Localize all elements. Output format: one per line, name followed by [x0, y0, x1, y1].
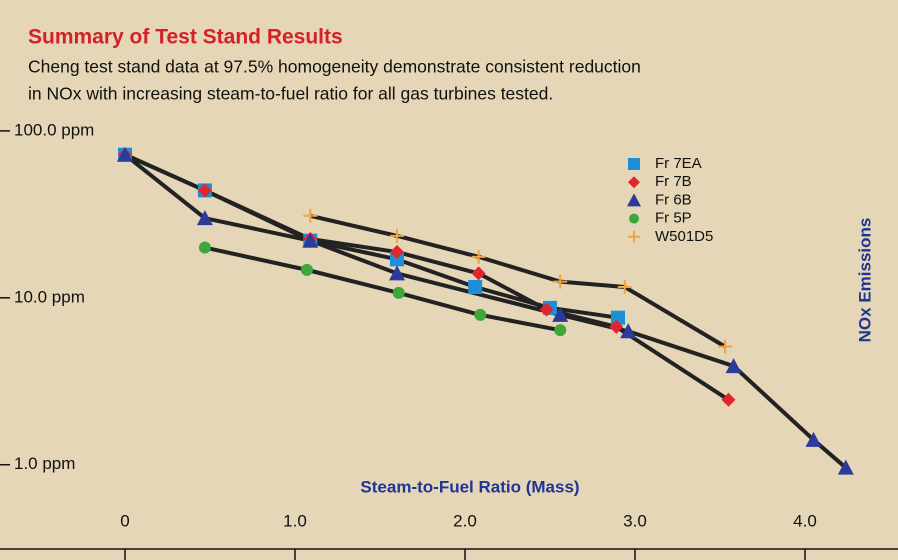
marker: [198, 241, 211, 254]
x-tick-label: 4.0: [793, 511, 817, 530]
x-tick-label: 1.0: [283, 511, 307, 530]
marker: [471, 249, 486, 264]
marker: [805, 431, 822, 447]
x-tick-label: 2.0: [453, 511, 477, 530]
legend-marker: [629, 213, 639, 224]
subtitle: Cheng test stand data at 97.5% homogenei…: [28, 57, 641, 77]
marker: [721, 392, 736, 407]
legend-label: Fr 6B: [655, 191, 692, 208]
x-tick-label: 0: [120, 511, 129, 530]
marker: [303, 208, 318, 223]
marker: [390, 245, 404, 260]
legend-marker: [628, 176, 640, 189]
series-line: [309, 213, 727, 349]
marker: [300, 263, 313, 276]
legend-marker: [628, 230, 640, 243]
y-tick-label: 1.0 ppm: [14, 454, 75, 473]
marker: [539, 302, 554, 317]
subtitle: in NOx with increasing steam-to-fuel rat…: [28, 84, 553, 104]
marker: [725, 358, 742, 374]
marker: [196, 210, 213, 226]
marker: [302, 232, 319, 248]
marker: [617, 280, 632, 295]
legend-marker: [628, 158, 640, 170]
marker: [389, 265, 405, 281]
chart-title: Summary of Test Stand Results: [28, 26, 343, 49]
marker: [611, 310, 625, 325]
legend-label: Fr 7B: [655, 173, 692, 190]
x-tick-label: 3.0: [623, 511, 647, 530]
x-axis-label: Steam-to-Fuel Ratio (Mass): [360, 477, 579, 496]
marker: [390, 228, 404, 243]
marker: [620, 323, 637, 339]
marker: [609, 319, 624, 334]
legend-marker: [627, 193, 641, 207]
marker: [471, 266, 486, 281]
y-tick-label: 100.0 ppm: [14, 120, 94, 139]
legend-label: Fr 7EA: [655, 155, 702, 172]
marker: [718, 339, 733, 354]
y-axis-label: NOx Emissions: [855, 218, 874, 343]
series-line: [124, 152, 730, 402]
legend-label: W501D5: [655, 228, 713, 245]
marker: [392, 286, 405, 299]
series-line: [124, 152, 619, 320]
legend-label: Fr 5P: [655, 210, 692, 227]
marker: [390, 252, 404, 267]
marker: [552, 306, 569, 322]
marker: [474, 308, 487, 321]
y-tick-label: 10.0 ppm: [14, 287, 85, 306]
marker: [837, 459, 854, 475]
marker: [553, 274, 568, 289]
marker: [468, 280, 483, 295]
marker: [197, 183, 212, 198]
marker: [554, 324, 567, 337]
marker: [117, 146, 133, 162]
